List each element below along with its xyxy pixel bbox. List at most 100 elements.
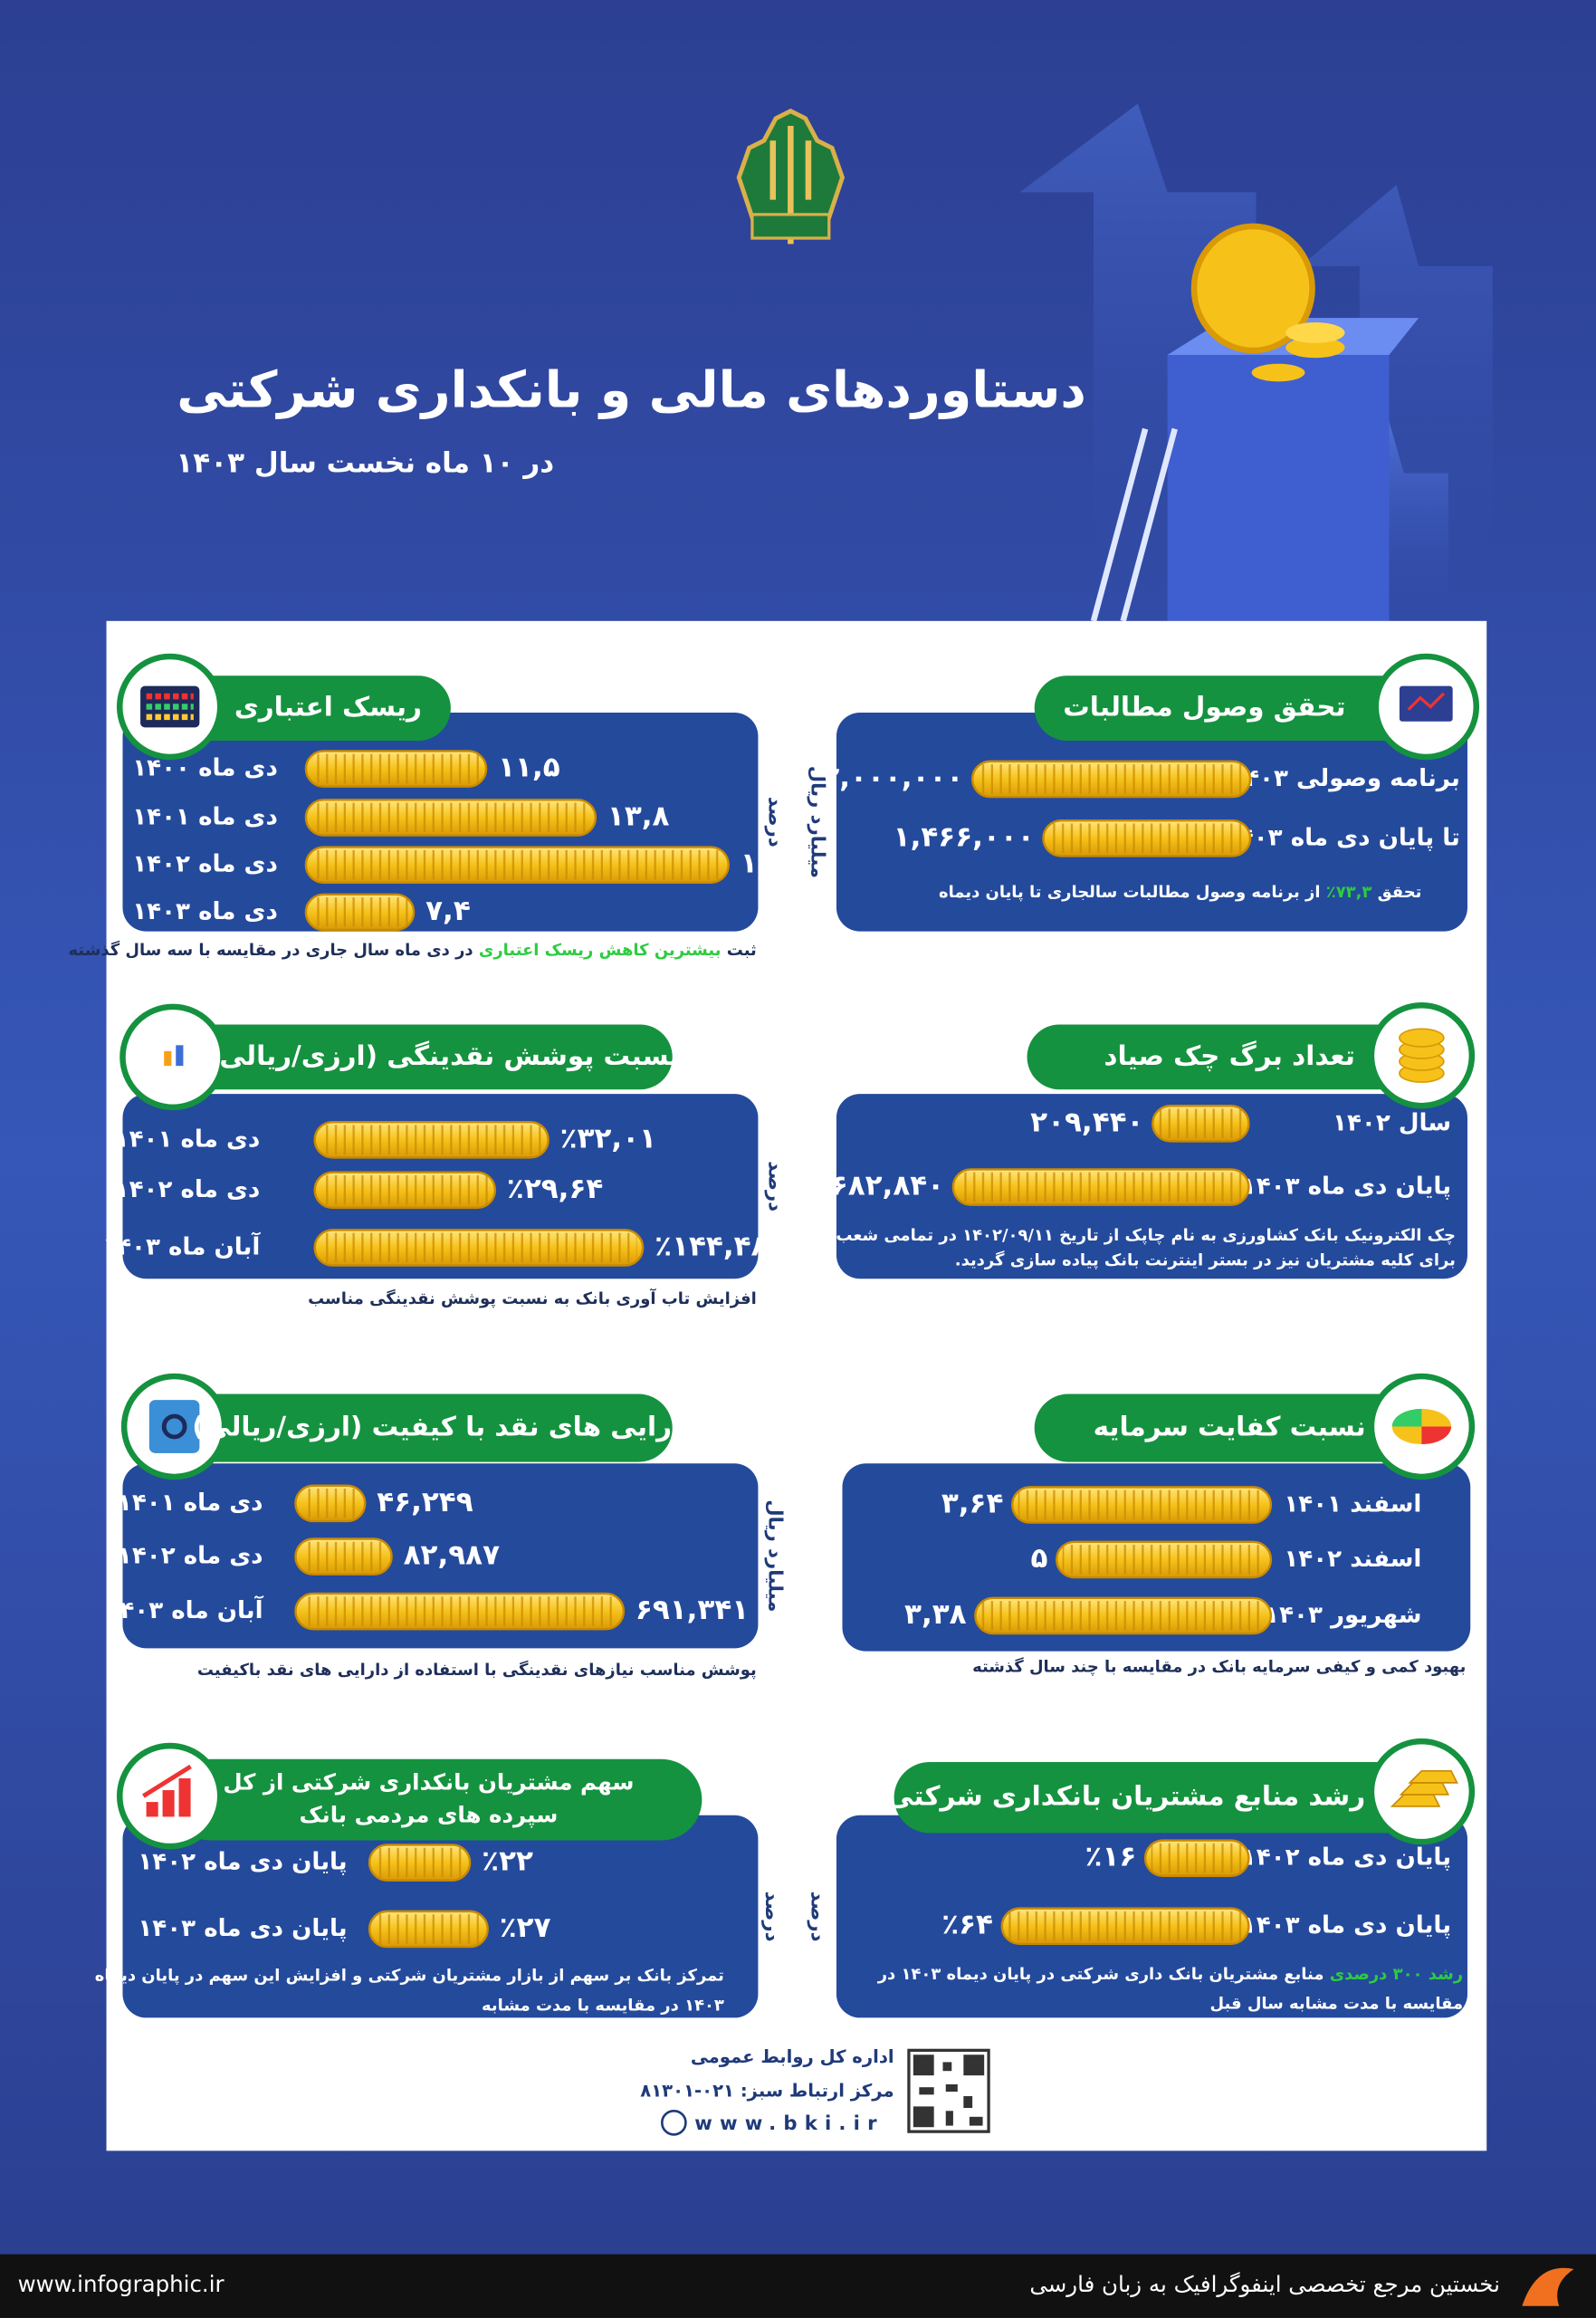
row-label: پایان دی ماه ۱۴۰۲ <box>1242 1844 1451 1872</box>
note-text: منابع مشتریان بانک داری شرکتی در پایان د… <box>877 1965 1324 1984</box>
coin-bar-ridges <box>320 1125 543 1155</box>
main-title: دستاوردهای مالی و بانکداری شرکتی <box>177 361 1086 420</box>
note-text: تحقق <box>1378 883 1422 902</box>
row-label: دی ماه ۱۴۰۱ <box>132 803 278 830</box>
coin-bar-ridges <box>301 1541 387 1572</box>
icon-pie-slice <box>1391 1408 1422 1427</box>
note-text: افزایش تاب آوری بانک به نسبت پوشش نقدینگ… <box>308 1288 757 1308</box>
panel-title: رشد منابع مشتریان بانکداری شرکتی <box>887 1781 1365 1812</box>
row-value: ۱۳,۸ <box>607 800 670 832</box>
row-value: ۱,۴۶۶,۰۰۰ <box>894 820 1035 853</box>
footer-hotline: مرکز ارتباط سبز: ۰۲۱-۸۱۳۰۱ <box>640 2081 894 2102</box>
unit-label: درصد <box>807 1892 829 1942</box>
footer-website: www.bki.ir <box>694 2112 884 2135</box>
note-highlight: رشد ۳۰۰ درصدی <box>1330 1965 1463 1984</box>
row-label: پایان دی ماه ۱۴۰۳ <box>1242 1173 1451 1201</box>
note-text: ۱۴۰۳ در مقایسه با مدت مشابه <box>482 1996 724 2015</box>
icon-growth-arrow <box>142 1764 192 1798</box>
panel-title: تحقق وصول مطالبات <box>1063 692 1345 723</box>
row-label: دی ماه ۱۴۰۲ <box>115 1176 261 1203</box>
panel-title-tab <box>169 1024 673 1090</box>
panel-title: ریسک اعتباری <box>234 692 422 723</box>
panel-note: ثبت بیشترین کاهش ریسک اعتباری در دی ماه … <box>69 940 757 960</box>
row-label: پایان دی ماه ۱۴۰۳ <box>1242 1912 1451 1940</box>
note-text: از برنامه وصول مطالبات سالجاری تا پایان … <box>939 883 1321 902</box>
panel-icon-frame <box>119 1003 226 1111</box>
row-value: ۵ <box>1030 1542 1047 1575</box>
panel-note: رشد ۳۰۰ درصدی منابع مشتریان بانک داری شر… <box>877 1965 1463 1984</box>
row-value: ٪۱۴۴,۴۸ <box>655 1230 768 1262</box>
row-value: ۴۶,۲۴۹ <box>377 1486 473 1518</box>
note-text: در دی ماه سال جاری در مقایسه با سه سال گ… <box>69 940 473 960</box>
unit-label: درصد <box>763 797 786 848</box>
qr-code <box>907 2048 990 2133</box>
icon-safe-dial <box>161 1413 187 1440</box>
row-value: ٪۶۴ <box>941 1909 993 1941</box>
unit-label: میلیارد ریال <box>807 766 829 878</box>
row-label: آبان ماه ۱۴۰۳ <box>105 1595 263 1624</box>
coin-bar-ridges <box>375 1847 464 1878</box>
panel: تعداد برگ چک صیاد سال ۱۴۰۲ ۲۰۹,۴۴۰ پایان دی… <box>709 1001 1476 1279</box>
coin-bar-ridges <box>1151 1843 1243 1873</box>
note-text: پوشش مناسب نیازهای نقدینگی با استفاده از… <box>197 1660 757 1680</box>
note-text: ثبت <box>727 941 757 960</box>
icon-growth-bar <box>178 1777 191 1817</box>
panel: ریسک اعتباری درصد دی ماه ۱۴۰۰ ۱۱,۵ دی ماه ۱۴… <box>69 653 802 960</box>
panel: رشد منابع مشتریان بانکداری شرکتی درصد پایا… <box>807 1738 1476 2018</box>
panel: دارایی های نقد با کیفیت (ارزی/ریالی) میلی… <box>105 1373 786 1680</box>
bottom-bar <box>0 2254 1596 2318</box>
coin-bar-ridges <box>311 849 723 880</box>
row-value: ۳,۳۸ <box>904 1598 967 1631</box>
coin-bar-ridges <box>301 1596 618 1626</box>
panel-note: پوشش مناسب نیازهای نقدینگی با استفاده از… <box>197 1660 757 1680</box>
row-value: ۲۰۹,۴۴۰ <box>1030 1106 1143 1138</box>
coin-bar-ridges <box>1049 823 1245 854</box>
panel-note: مقایسه با مدت مشابه سال قبل <box>1210 1995 1464 2014</box>
note-highlight: ۷۳,۳٪ <box>1326 883 1372 902</box>
row-label: شهریور ۱۴۰۳ <box>1265 1602 1421 1629</box>
panel-title-tab <box>169 1758 702 1841</box>
coin-bar-ridges <box>980 1601 1266 1631</box>
unit-label: میلیارد ریال <box>763 1499 786 1612</box>
row-label: اسفند ۱۴۰۱ <box>1284 1490 1421 1518</box>
coin-bar-ridges <box>311 753 481 784</box>
panel-title: نسبت پوشش نقدینگی (ارزی/ریالی) <box>207 1040 680 1072</box>
note-text: مقایسه با مدت مشابه سال قبل <box>1210 1995 1464 2014</box>
icon-gold-bar <box>1408 1770 1458 1784</box>
row-value: ٪۲۹,۶۴ <box>507 1173 603 1205</box>
row-label: پایان دی ماه ۱۴۰۳ <box>138 1915 347 1942</box>
coin-bar-ridges <box>1018 1489 1266 1520</box>
row-value: ٪۱۶ <box>1085 1841 1137 1873</box>
row-label: دی ماه ۱۴۰۱ <box>115 1125 261 1153</box>
panel-title-tab <box>169 675 451 742</box>
icon-chart <box>1407 692 1446 711</box>
row-label: پایان دی ماه ۱۴۰۲ <box>138 1849 347 1876</box>
note-text: تمرکز بانک بر سهم از بازار مشتریان شرکتی… <box>95 1967 724 1986</box>
row-label: دی ماه ۱۴۰۳ <box>132 898 278 925</box>
coin-bar-ridges <box>1062 1545 1266 1575</box>
coin-bar-ridges <box>1008 1911 1243 1941</box>
icon-bar <box>176 1045 184 1067</box>
row-label: اسفند ۱۴۰۲ <box>1284 1546 1421 1573</box>
row-label: تا پایان دی ماه ۱۴۰۳ <box>1225 824 1460 851</box>
row-label: برنامه وصولی ۱۴۰۳ <box>1230 765 1460 792</box>
row-value: ۸۲,۹۸۷ <box>404 1539 500 1572</box>
panel-note: تمرکز بانک بر سهم از بازار مشتریان شرکتی… <box>95 1967 724 1986</box>
site-url: www.infographic.ir <box>18 2271 225 2297</box>
row-value: ۶۹۱,۳۴۱ <box>636 1594 749 1626</box>
icon-pie-slice <box>1421 1426 1452 1445</box>
row-label: دی ماه ۱۴۰۲ <box>132 851 278 878</box>
note-text: برای کلیه مشتریان نیز در بستر اینترنت با… <box>955 1250 1456 1270</box>
footer-department: اداره کل روابط عمومی <box>691 2046 894 2067</box>
coin-bar-ridges <box>1158 1108 1243 1139</box>
icon-growth-bar <box>162 1790 175 1817</box>
panel-title-tab <box>1034 1394 1427 1462</box>
row-value: ۱۱,۵ <box>498 752 560 784</box>
row-value: ٪۳۲,۰۱ <box>560 1122 656 1154</box>
row-value: ٪۲۲ <box>482 1845 533 1878</box>
coin-bar-ridges <box>320 1174 490 1205</box>
tagline: نخستین مرجع تخصصی اینفوگرافیک به زبان فا… <box>1029 2271 1499 2297</box>
row-value: ۶۸۲,۸۴۰ <box>831 1170 944 1202</box>
subtitle: در ۱۰ ماه نخست سال ۱۴۰۳ <box>176 446 554 479</box>
